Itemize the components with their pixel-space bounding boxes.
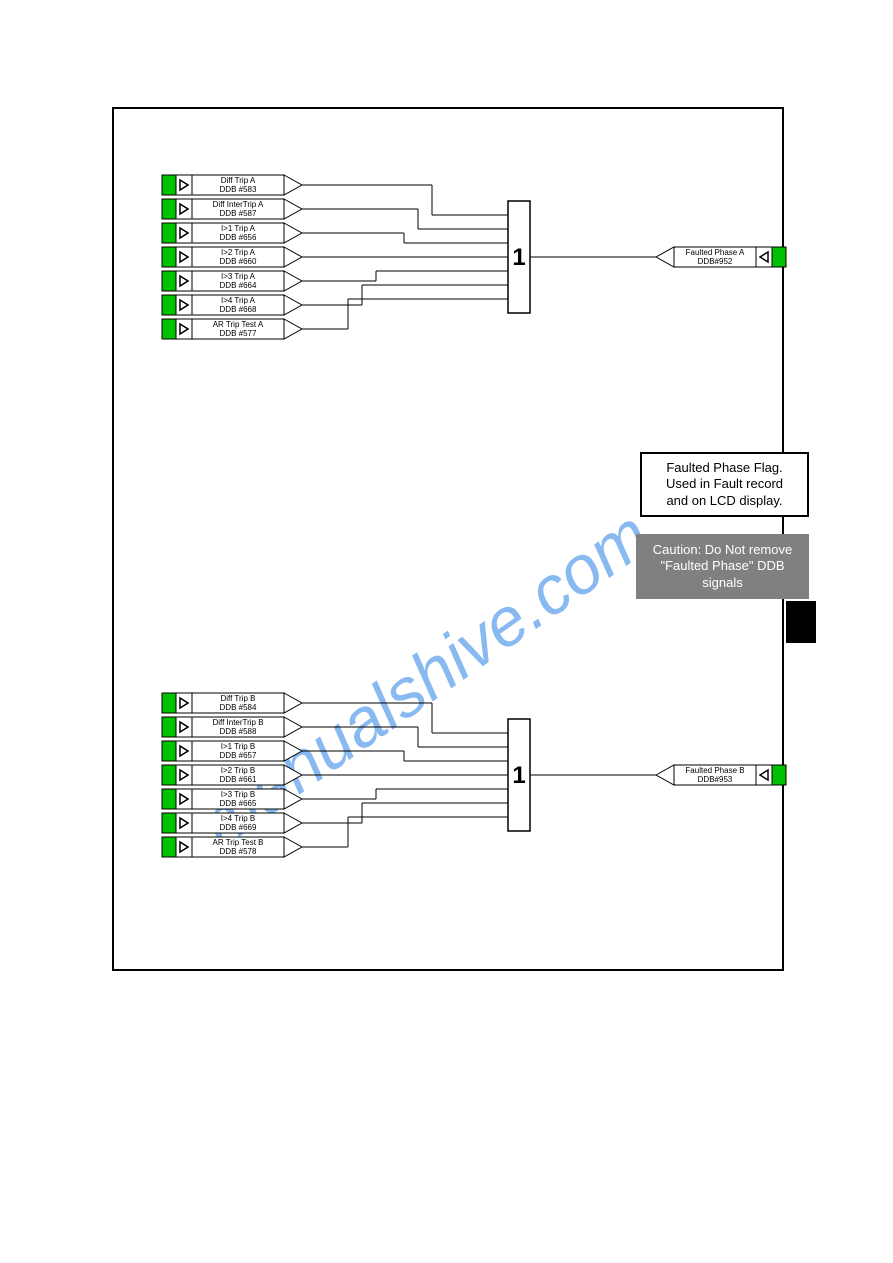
- svg-text:DDB #577: DDB #577: [220, 329, 257, 338]
- svg-text:I>1 Trip B: I>1 Trip B: [221, 742, 255, 751]
- svg-text:DDB #657: DDB #657: [220, 751, 257, 760]
- svg-text:DDB #664: DDB #664: [220, 281, 257, 290]
- svg-text:I>2 Trip A: I>2 Trip A: [221, 248, 256, 257]
- svg-text:DDB #584: DDB #584: [220, 703, 257, 712]
- svg-text:DDB #665: DDB #665: [220, 799, 257, 808]
- svg-text:Diff Trip A: Diff Trip A: [221, 176, 256, 185]
- svg-text:Faulted Phase A: Faulted Phase A: [686, 248, 745, 257]
- svg-text:DDB #583: DDB #583: [220, 185, 257, 194]
- svg-text:DDB#952: DDB#952: [698, 257, 733, 266]
- svg-text:DDB #669: DDB #669: [220, 823, 257, 832]
- svg-text:I>4 Trip B: I>4 Trip B: [221, 814, 255, 823]
- svg-text:I>4 Trip A: I>4 Trip A: [221, 296, 256, 305]
- svg-text:I>2 Trip B: I>2 Trip B: [221, 766, 255, 775]
- svg-text:DDB #660: DDB #660: [220, 257, 257, 266]
- svg-text:AR Trip Test A: AR Trip Test A: [213, 320, 264, 329]
- svg-text:AR Trip Test B: AR Trip Test B: [213, 838, 264, 847]
- svg-text:Diff InterTrip B: Diff InterTrip B: [212, 718, 263, 727]
- svg-text:I>1 Trip A: I>1 Trip A: [221, 224, 256, 233]
- svg-text:DDB #656: DDB #656: [220, 233, 257, 242]
- svg-text:DDB #587: DDB #587: [220, 209, 257, 218]
- diagram-svg: Diff Trip ADDB #583Diff InterTrip ADDB #…: [0, 0, 893, 1263]
- svg-text:Diff InterTrip A: Diff InterTrip A: [213, 200, 264, 209]
- svg-text:DDB #661: DDB #661: [220, 775, 257, 784]
- svg-text:DDB #578: DDB #578: [220, 847, 257, 856]
- svg-text:DDB#953: DDB#953: [698, 775, 733, 784]
- svg-text:DDB #668: DDB #668: [220, 305, 257, 314]
- svg-text:1: 1: [512, 762, 525, 789]
- svg-text:Diff Trip B: Diff Trip B: [221, 694, 256, 703]
- svg-text:I>3 Trip B: I>3 Trip B: [221, 790, 255, 799]
- svg-text:1: 1: [512, 244, 525, 271]
- svg-text:Faulted Phase B: Faulted Phase B: [685, 766, 744, 775]
- svg-text:I>3 Trip A: I>3 Trip A: [221, 272, 256, 281]
- svg-text:DDB #588: DDB #588: [220, 727, 257, 736]
